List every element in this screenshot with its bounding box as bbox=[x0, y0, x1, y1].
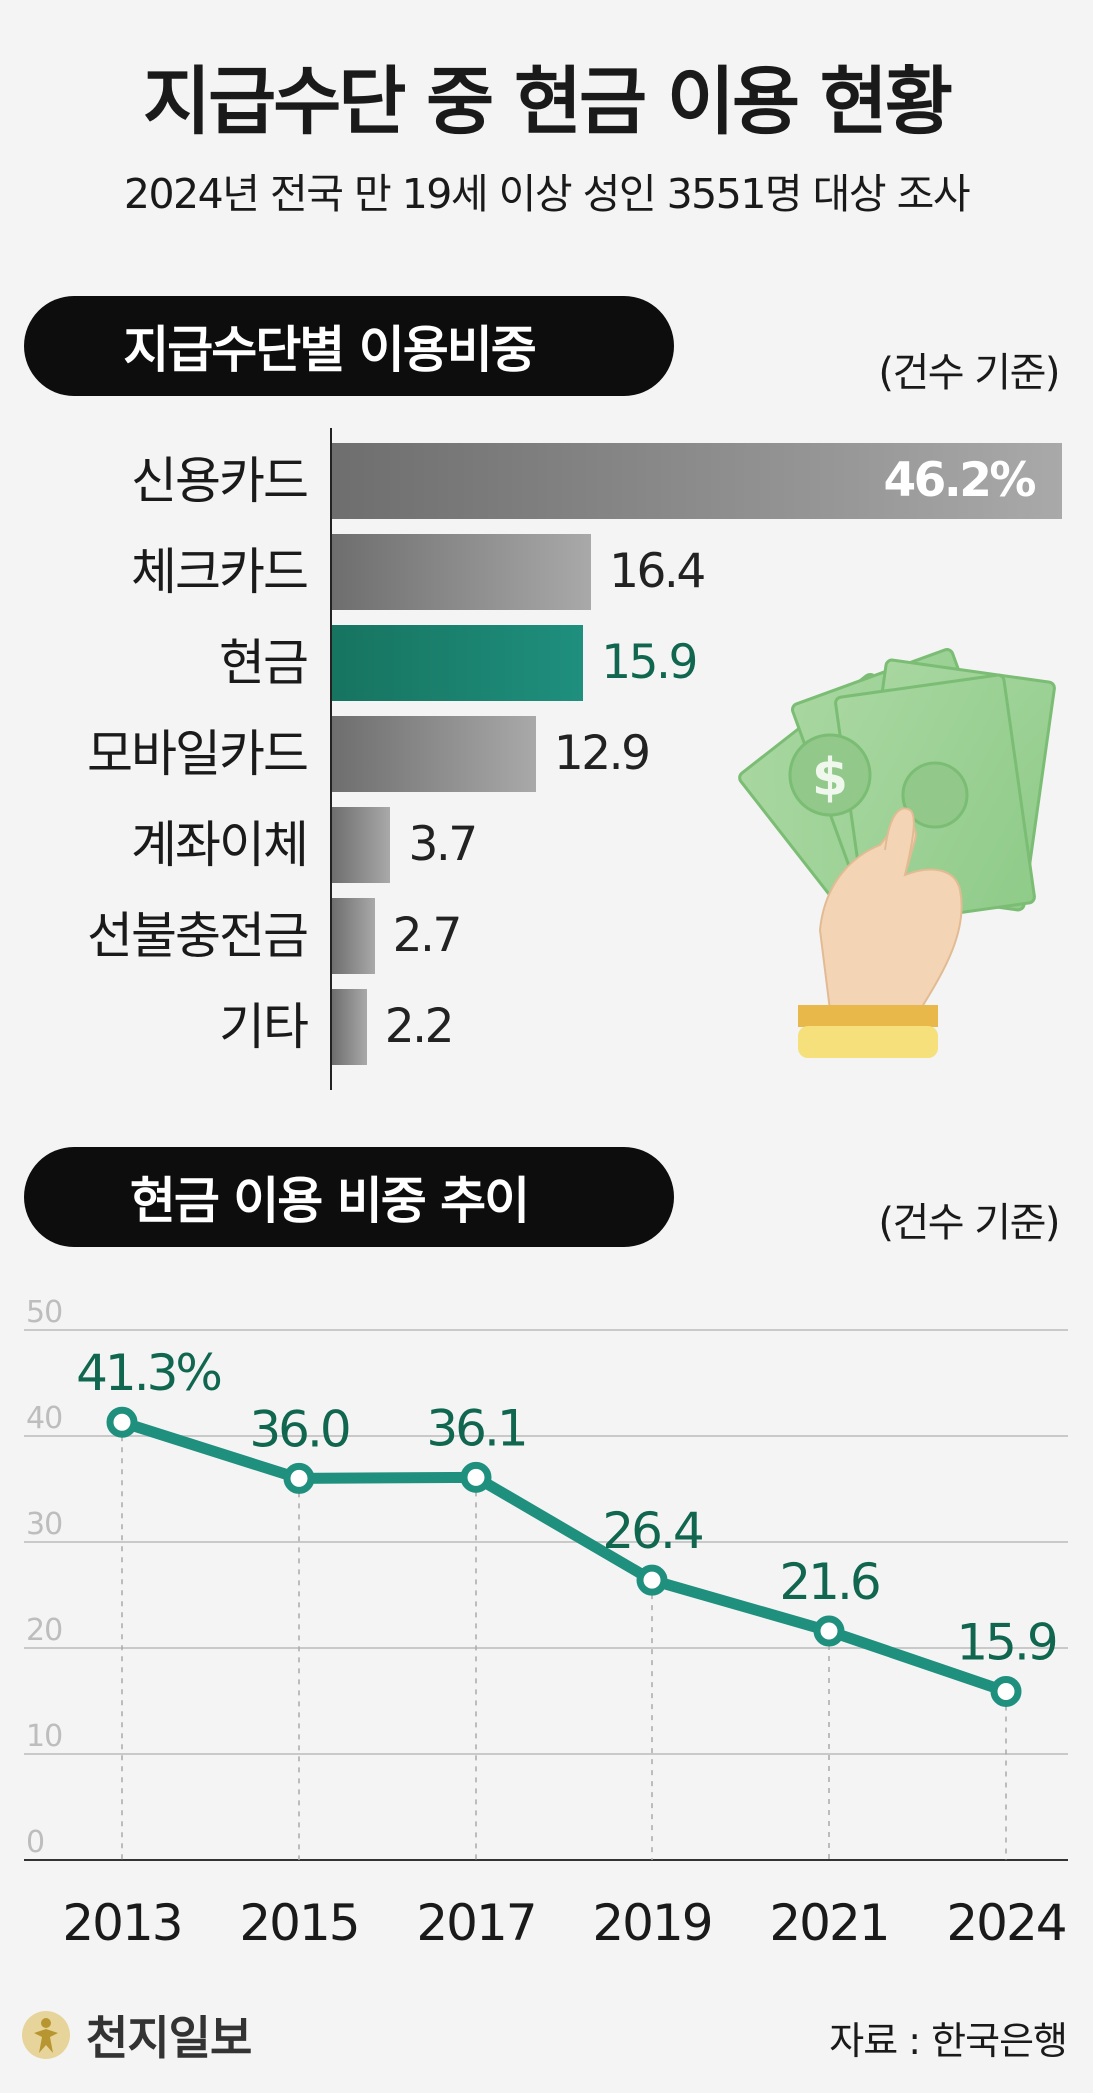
bar-value-label: 46.2% bbox=[883, 453, 1036, 508]
data-label: 15.9 bbox=[956, 1613, 1056, 1671]
bar bbox=[332, 989, 367, 1065]
bar-category-label: 선불충전금 bbox=[87, 907, 309, 965]
y-tick-label: 40 bbox=[26, 1401, 62, 1436]
page-title: 지급수단 중 현금 이용 현황 bbox=[143, 59, 953, 145]
hand-icon bbox=[798, 807, 963, 1058]
data-point bbox=[106, 1406, 138, 1438]
data-label: 41.3% bbox=[76, 1344, 220, 1402]
bar-value-label: 15.9 bbox=[601, 635, 698, 690]
cash-hand-illustration: $ bbox=[738, 648, 1056, 1058]
section-title-payment-share: 지급수단별 이용비중 bbox=[24, 296, 674, 396]
source-note: 자료 : 한국은행 bbox=[829, 2019, 1068, 2063]
publisher-logo: 천지일보 bbox=[20, 2002, 252, 2068]
bar-value-label: 2.2 bbox=[384, 999, 455, 1054]
svg-text:$: $ bbox=[812, 748, 848, 808]
series-line bbox=[116, 1416, 1012, 1697]
bar-axis-line bbox=[330, 428, 332, 1090]
x-tick-label: 2013 bbox=[62, 1894, 181, 1952]
y-tick-label: 20 bbox=[26, 1613, 62, 1648]
bar-category-label: 계좌이체 bbox=[131, 816, 309, 874]
bar-category-label: 기타 bbox=[219, 998, 309, 1056]
x-tick-label: 2024 bbox=[946, 1894, 1065, 1952]
x-tick-label: 2021 bbox=[769, 1894, 888, 1952]
x-tick-label: 2017 bbox=[416, 1894, 535, 1952]
page-subtitle: 2024년 전국 만 19세 이상 성인 3551명 대상 조사 bbox=[123, 170, 971, 218]
data-label: 36.1 bbox=[426, 1399, 525, 1457]
bar bbox=[332, 534, 592, 610]
unit-note-line: (건수 기준) bbox=[878, 1200, 1060, 1246]
bar-value-label: 12.9 bbox=[553, 726, 651, 781]
line-chart: 0 10 20 30 40 50 2013 2015 2017 2019 2021 2024 41.3%… bbox=[24, 1295, 1068, 1952]
data-label: 26.4 bbox=[602, 1502, 702, 1560]
section-title-cash-trend-label: 현금 이용 비중 추이 bbox=[129, 1172, 530, 1230]
bar bbox=[332, 625, 584, 701]
section-title-cash-trend: 현금 이용 비중 추이 bbox=[24, 1147, 674, 1247]
data-label: 36.0 bbox=[249, 1400, 349, 1458]
unit-note-bar: (건수 기준) bbox=[878, 350, 1060, 396]
data-label: 21.6 bbox=[779, 1553, 879, 1611]
bar-value-label: 16.4 bbox=[609, 544, 706, 599]
bar bbox=[332, 716, 536, 792]
y-tick-label: 0 bbox=[26, 1825, 44, 1860]
x-tick-label: 2015 bbox=[239, 1894, 358, 1952]
data-point bbox=[636, 1564, 668, 1596]
bar-value-label: 2.7 bbox=[392, 908, 463, 963]
bar-category-label: 현금 bbox=[219, 634, 309, 692]
data-point bbox=[283, 1462, 315, 1494]
y-tick-label: 50 bbox=[26, 1295, 62, 1330]
x-tick-label: 2019 bbox=[592, 1894, 711, 1952]
bar bbox=[332, 807, 391, 883]
data-point bbox=[813, 1615, 845, 1647]
logo-text: 천지일보 bbox=[86, 2011, 252, 2065]
bar-category-label: 모바일카드 bbox=[87, 725, 309, 783]
y-tick-label: 10 bbox=[26, 1719, 62, 1754]
bar-category-label: 신용카드 bbox=[131, 452, 309, 510]
bar-value-label: 3.7 bbox=[408, 817, 478, 872]
bar bbox=[332, 443, 1062, 519]
data-point bbox=[990, 1675, 1022, 1707]
data-point bbox=[460, 1461, 492, 1493]
logo-emblem-icon bbox=[22, 2011, 70, 2059]
section-title-payment-share-label: 지급수단별 이용비중 bbox=[123, 321, 536, 379]
bar-category-label: 체크카드 bbox=[131, 543, 309, 601]
bar bbox=[332, 898, 375, 974]
y-tick-label: 30 bbox=[26, 1507, 62, 1542]
